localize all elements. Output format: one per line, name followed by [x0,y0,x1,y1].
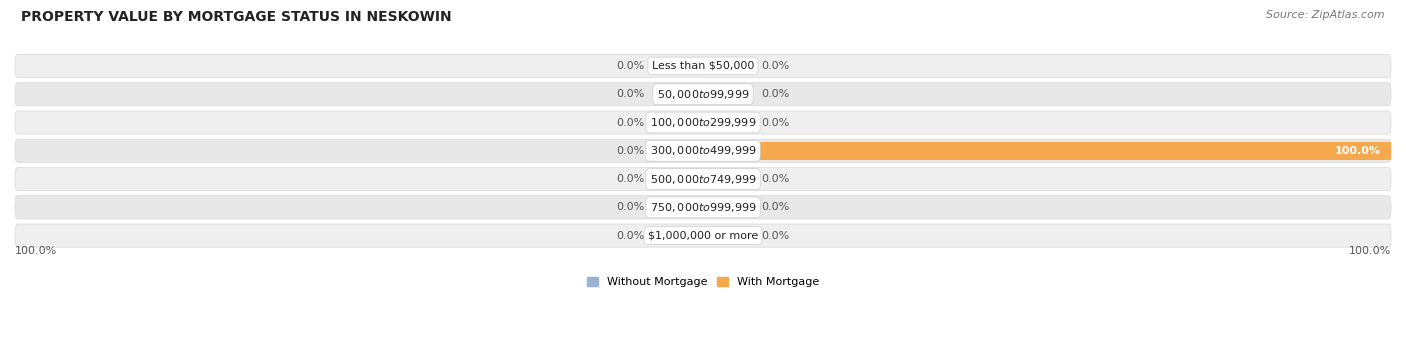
Text: 0.0%: 0.0% [762,202,790,212]
Text: $100,000 to $299,999: $100,000 to $299,999 [650,116,756,129]
Bar [703,199,751,216]
Bar [703,85,751,103]
Text: 0.0%: 0.0% [616,146,644,156]
Text: $50,000 to $99,999: $50,000 to $99,999 [657,88,749,101]
Bar [703,142,1391,159]
Text: 0.0%: 0.0% [616,89,644,99]
Bar [655,85,703,103]
Text: $500,000 to $749,999: $500,000 to $749,999 [650,173,756,186]
Text: 0.0%: 0.0% [616,231,644,241]
FancyBboxPatch shape [15,139,1391,163]
Text: Less than $50,000: Less than $50,000 [652,61,754,71]
Text: 100.0%: 100.0% [1334,146,1381,156]
Bar [655,57,703,75]
Text: $300,000 to $499,999: $300,000 to $499,999 [650,144,756,157]
FancyBboxPatch shape [15,83,1391,106]
Text: 0.0%: 0.0% [762,174,790,184]
Text: 0.0%: 0.0% [616,202,644,212]
FancyBboxPatch shape [15,196,1391,219]
Text: 0.0%: 0.0% [762,89,790,99]
Text: Source: ZipAtlas.com: Source: ZipAtlas.com [1267,10,1385,20]
Bar [655,142,703,159]
Bar [655,227,703,244]
Text: 0.0%: 0.0% [762,118,790,128]
Text: PROPERTY VALUE BY MORTGAGE STATUS IN NESKOWIN: PROPERTY VALUE BY MORTGAGE STATUS IN NES… [21,10,451,24]
Text: 0.0%: 0.0% [616,118,644,128]
Text: 0.0%: 0.0% [616,174,644,184]
FancyBboxPatch shape [15,168,1391,191]
Text: 100.0%: 100.0% [15,246,58,256]
Text: 0.0%: 0.0% [616,61,644,71]
Text: 100.0%: 100.0% [1348,246,1391,256]
FancyBboxPatch shape [15,54,1391,78]
Text: 0.0%: 0.0% [762,231,790,241]
Bar [703,170,751,188]
Bar [703,227,751,244]
Bar [703,114,751,131]
Bar [655,114,703,131]
Bar [655,170,703,188]
FancyBboxPatch shape [15,224,1391,247]
Legend: Without Mortgage, With Mortgage: Without Mortgage, With Mortgage [582,272,824,292]
Bar [655,199,703,216]
Text: $1,000,000 or more: $1,000,000 or more [648,231,758,241]
FancyBboxPatch shape [15,111,1391,134]
Bar [703,57,751,75]
Text: $750,000 to $999,999: $750,000 to $999,999 [650,201,756,214]
Text: 0.0%: 0.0% [762,61,790,71]
